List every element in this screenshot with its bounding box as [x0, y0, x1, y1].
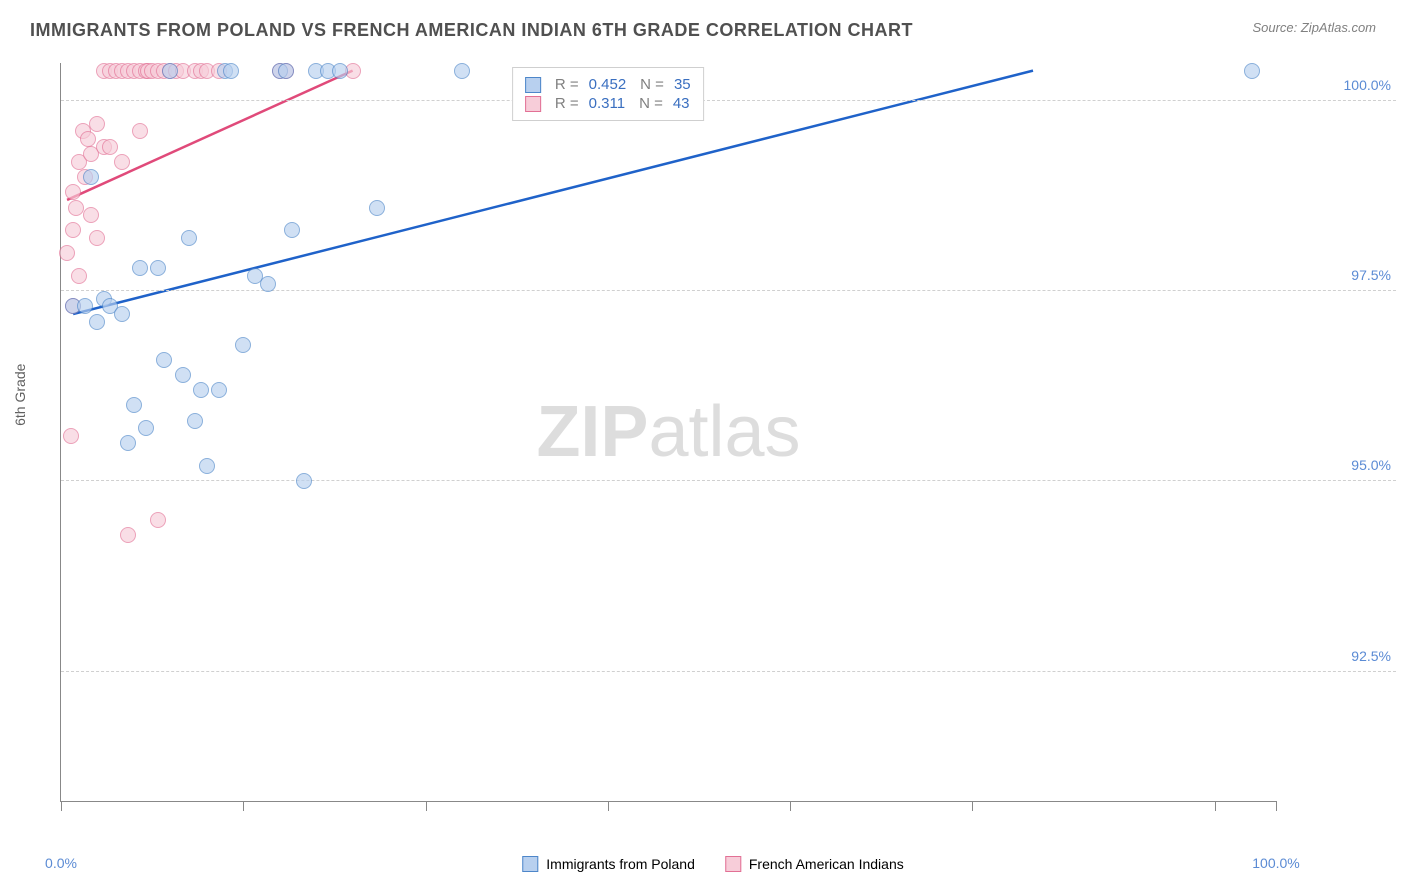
y-tick-label: 100.0%: [1344, 77, 1391, 93]
data-point: [138, 420, 154, 436]
legend-swatch-pink: [725, 856, 741, 872]
watermark-zip: ZIP: [536, 392, 648, 472]
data-point: [175, 367, 191, 383]
legend-item-pink: French American Indians: [725, 856, 904, 872]
data-point: [223, 63, 239, 79]
chart-container: 6th Grade ZIPatlas R = 0.452 N = 35 R = …: [30, 55, 1396, 842]
data-point: [59, 245, 75, 261]
data-point: [181, 230, 197, 246]
x-tick: [972, 801, 973, 811]
legend-n-pink: 43: [673, 95, 690, 112]
data-point: [77, 298, 93, 314]
legend-swatch-pink: [525, 96, 541, 112]
data-point: [65, 184, 81, 200]
legend-label-blue: Immigrants from Poland: [546, 856, 695, 872]
data-point: [199, 458, 215, 474]
data-point: [80, 131, 96, 147]
data-point: [68, 200, 84, 216]
legend-row-pink: R = 0.311 N = 43: [525, 95, 691, 112]
data-point: [89, 116, 105, 132]
data-point: [71, 268, 87, 284]
y-tick-label: 97.5%: [1351, 267, 1391, 283]
x-tick-label-right: 100.0%: [1252, 855, 1299, 871]
data-point: [156, 352, 172, 368]
data-point: [132, 260, 148, 276]
legend-r-label: R =: [555, 95, 579, 112]
data-point: [120, 527, 136, 543]
x-tick: [426, 801, 427, 811]
page-title: IMMIGRANTS FROM POLAND VS FRENCH AMERICA…: [30, 20, 913, 41]
legend-n-label: N =: [639, 95, 663, 112]
x-tick: [61, 801, 62, 811]
data-point: [63, 428, 79, 444]
y-axis-label: 6th Grade: [12, 363, 28, 425]
x-tick-label-left: 0.0%: [45, 855, 77, 871]
data-point: [150, 512, 166, 528]
data-point: [126, 397, 142, 413]
plot-area: ZIPatlas R = 0.452 N = 35 R = 0.311 N = …: [60, 63, 1276, 802]
x-tick: [1215, 801, 1216, 811]
y-tick-label: 95.0%: [1351, 457, 1391, 473]
legend-n-blue: 35: [674, 76, 691, 93]
data-point: [187, 413, 203, 429]
data-point: [332, 63, 348, 79]
data-point: [454, 63, 470, 79]
data-point: [89, 314, 105, 330]
gridline: [61, 290, 1396, 291]
source-attribution: Source: ZipAtlas.com: [1252, 20, 1376, 35]
data-point: [83, 207, 99, 223]
legend-r-label: R =: [555, 76, 579, 93]
data-point: [102, 139, 118, 155]
legend-row-blue: R = 0.452 N = 35: [525, 76, 691, 93]
data-point: [296, 473, 312, 489]
legend-label-pink: French American Indians: [749, 856, 904, 872]
data-point: [120, 435, 136, 451]
watermark-atlas: atlas: [648, 392, 800, 472]
watermark: ZIPatlas: [536, 391, 800, 473]
data-point: [211, 382, 227, 398]
gridline: [61, 100, 1396, 101]
legend-swatch-blue: [525, 77, 541, 93]
legend-r-pink: 0.311: [589, 95, 625, 112]
data-point: [114, 154, 130, 170]
legend-r-blue: 0.452: [589, 76, 627, 93]
data-point: [278, 63, 294, 79]
data-point: [193, 382, 209, 398]
x-tick: [1276, 801, 1277, 811]
legend-item-blue: Immigrants from Poland: [522, 856, 695, 872]
data-point: [89, 230, 105, 246]
x-tick: [790, 801, 791, 811]
trend-line: [67, 71, 353, 200]
data-point: [284, 222, 300, 238]
data-point: [1244, 63, 1260, 79]
data-point: [369, 200, 385, 216]
correlation-legend: R = 0.452 N = 35 R = 0.311 N = 43: [512, 67, 704, 121]
x-tick: [243, 801, 244, 811]
data-point: [150, 260, 166, 276]
data-point: [132, 123, 148, 139]
data-point: [114, 306, 130, 322]
data-point: [83, 169, 99, 185]
y-tick-label: 92.5%: [1351, 648, 1391, 664]
data-point: [162, 63, 178, 79]
data-point: [260, 276, 276, 292]
gridline: [61, 480, 1396, 481]
legend-swatch-blue: [522, 856, 538, 872]
legend-n-label: N =: [640, 76, 664, 93]
data-point: [235, 337, 251, 353]
x-tick: [608, 801, 609, 811]
data-point: [65, 222, 81, 238]
series-legend: Immigrants from Poland French American I…: [522, 856, 903, 872]
gridline: [61, 671, 1396, 672]
